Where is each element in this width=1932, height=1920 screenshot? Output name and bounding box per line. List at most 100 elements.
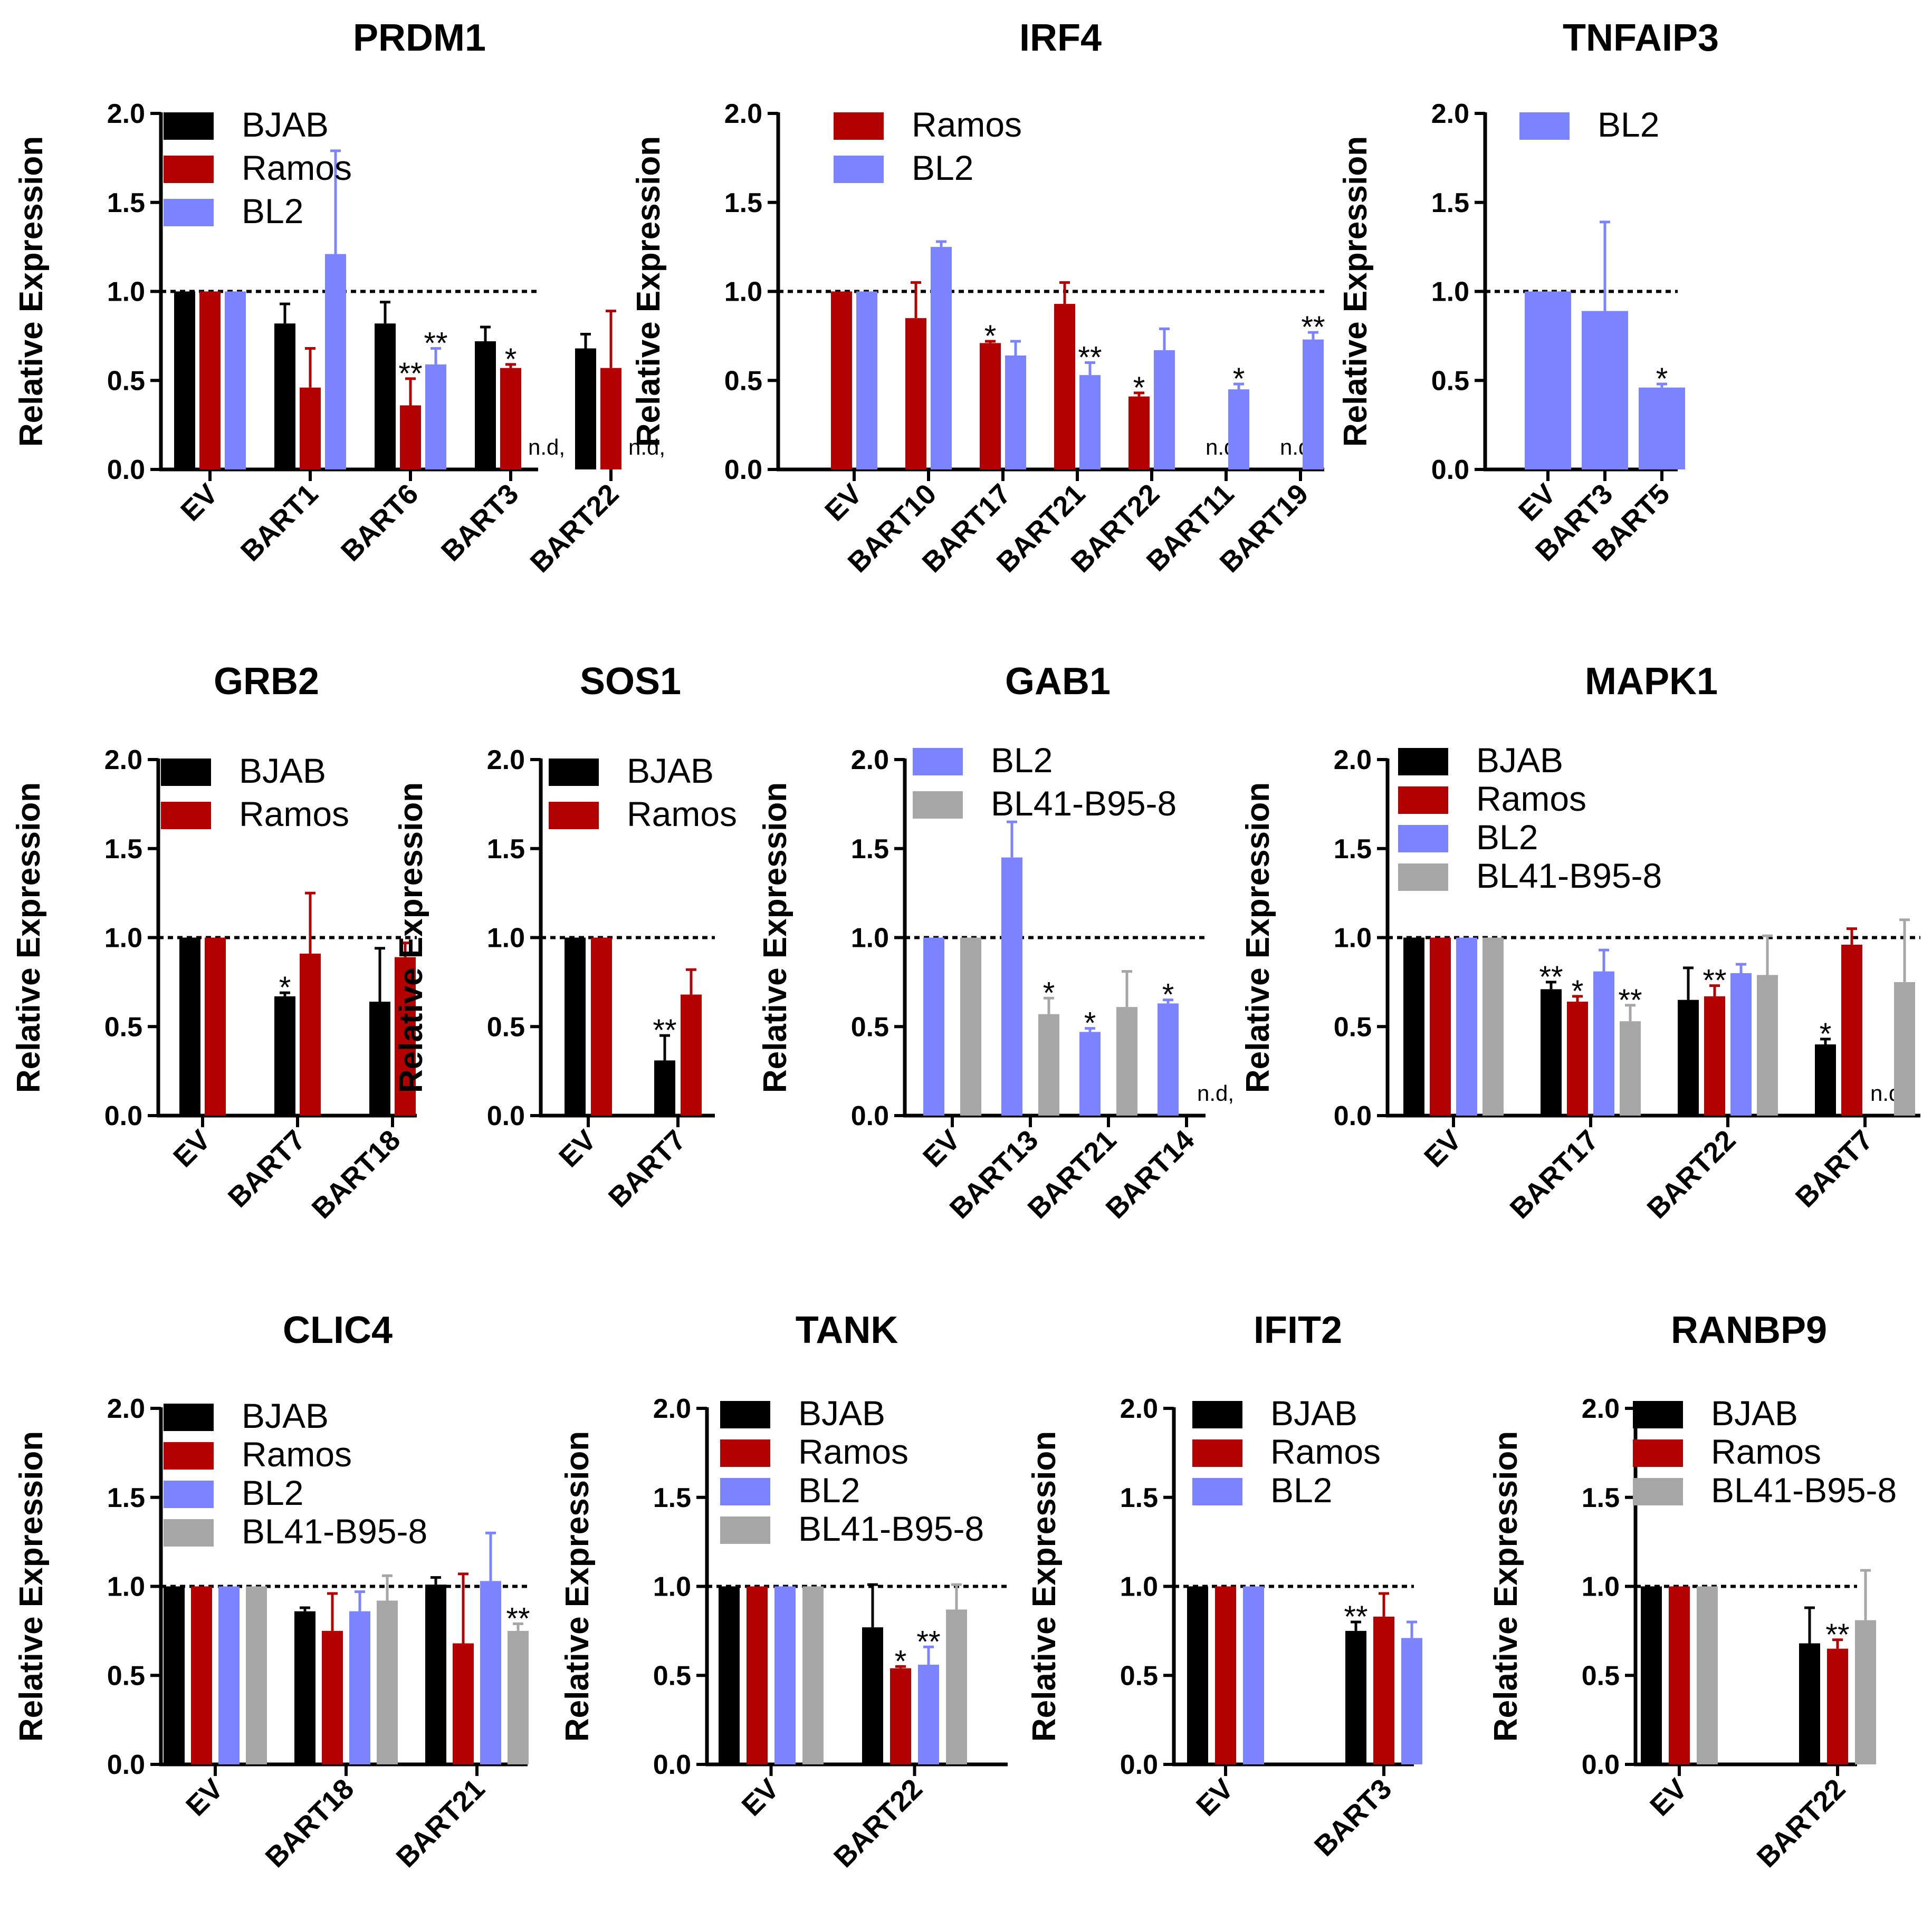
legend-swatch-bjab: [161, 759, 211, 786]
significance-label: *: [1572, 974, 1584, 1009]
panel-ifit2: IFIT2 Relative Expression 0.0 0.5 1.0 1.5 2.0 E…: [1026, 1309, 1422, 1863]
x-tick-label: EV: [1190, 1773, 1239, 1822]
bar-bl41-b95-8: [1620, 1021, 1641, 1116]
bar-bl2: [1001, 857, 1022, 1116]
bar-bjab: [179, 937, 200, 1116]
bar-bjab: [425, 1585, 446, 1764]
legend-label: BJAB: [1270, 1394, 1357, 1433]
x-tick-label: EV: [819, 478, 868, 527]
legend-swatch-ramos: [549, 802, 599, 829]
significance-label: **: [653, 1013, 676, 1048]
bar-bjab: [1799, 1643, 1820, 1764]
x-tick-label: BART22: [524, 478, 625, 579]
y-tick-label: 2.0: [1431, 99, 1469, 129]
bar-ramos: [1215, 1586, 1236, 1764]
bar-bl2: [1079, 375, 1101, 469]
bar-bjab: [475, 341, 496, 469]
bar-bl2: [774, 1586, 796, 1764]
bar-bl2: [425, 364, 446, 469]
legend-swatch-bl2: [164, 199, 214, 226]
bar-bl41-b95-8: [1697, 1586, 1718, 1764]
bar-bjab: [1815, 1044, 1836, 1116]
chart-title: TANK: [796, 1309, 898, 1351]
legend-label: BL41-B95-8: [991, 784, 1177, 823]
y-tick-label: 1.5: [851, 834, 889, 865]
bar-ramos: [591, 937, 612, 1116]
y-tick-label: 1.5: [107, 1483, 145, 1513]
y-tick-label: 0.0: [653, 1750, 691, 1780]
significance-label: *: [895, 1644, 907, 1678]
legend-label: BL2: [1270, 1471, 1332, 1510]
chart-title: MAPK1: [1585, 660, 1718, 703]
x-tick-label: EV: [180, 1773, 229, 1822]
bar-bl41-b95-8: [1855, 1620, 1876, 1764]
panel-tnfaip3: TNFAIP3 Relative Expression 0.0 0.5 1.0 1.5 2.…: [1337, 17, 1719, 568]
bar-ramos: [453, 1643, 474, 1764]
x-tick-label: BART7: [222, 1124, 312, 1214]
bar-bjab: [1403, 937, 1424, 1116]
bar-bjab: [719, 1586, 740, 1764]
bar-ramos: [681, 994, 702, 1116]
significance-label: **: [1078, 341, 1102, 375]
bar-bjab: [1345, 1630, 1366, 1764]
significance-label: *: [1656, 362, 1668, 396]
x-tick-label: EV: [917, 1124, 966, 1173]
x-tick-label: BART7: [602, 1124, 692, 1214]
bar-bl2: [856, 291, 877, 469]
chart-title: RANBP9: [1671, 1309, 1827, 1351]
y-axis-label: Relative Expression: [559, 1431, 596, 1742]
y-tick-label: 0.5: [1334, 1012, 1372, 1042]
panel-irf4: IRF4 Relative Expression 0.0 0.5 1.0 1.5 2.0 EV…: [630, 17, 1325, 579]
bar-bjab: [294, 1611, 315, 1764]
bar-ramos: [831, 291, 852, 469]
y-tick-label: 1.5: [487, 834, 525, 865]
not-detected-label: n.d,: [528, 435, 565, 459]
bar-bjab: [1187, 1586, 1208, 1764]
chart-title: IRF4: [1019, 17, 1102, 59]
bar-bjab: [654, 1060, 675, 1116]
y-tick-label: 0.0: [104, 1101, 142, 1131]
panel-tank: TANK Relative Expression 0.0 0.5 1.0 1.5 2.0 EV…: [559, 1309, 1008, 1874]
legend-swatch-bjab: [1633, 1401, 1683, 1428]
significance-label: *: [1820, 1017, 1832, 1051]
x-tick-label: BART1: [235, 478, 324, 568]
y-tick-label: 1.5: [1334, 834, 1372, 865]
legend-label: BJAB: [627, 751, 714, 790]
bar-ramos: [500, 368, 521, 469]
y-tick-label: 1.5: [724, 188, 762, 218]
y-axis-label: Relative Expression: [757, 782, 793, 1093]
y-tick-label: 0.0: [1334, 1101, 1372, 1131]
bar-bjab: [1678, 1000, 1699, 1116]
y-tick-label: 1.5: [107, 188, 145, 218]
y-axis-label: Relative Expression: [11, 782, 47, 1093]
bar-ramos: [1373, 1616, 1394, 1764]
x-tick-label: EV: [553, 1124, 602, 1173]
significance-label: **: [1539, 960, 1563, 994]
bar-bl41-b95-8: [1894, 982, 1915, 1116]
significance-label: **: [1618, 983, 1642, 1017]
chart-title: GAB1: [1005, 660, 1111, 703]
y-tick-label: 1.0: [104, 923, 142, 954]
y-tick-label: 0.5: [107, 366, 145, 396]
legend-swatch-bjab: [549, 759, 599, 786]
y-axis-label: Relative Expression: [1026, 1431, 1063, 1742]
legend-label: BJAB: [798, 1394, 885, 1433]
y-tick-label: 2.0: [487, 745, 525, 775]
legend-label: Ramos: [1711, 1432, 1821, 1471]
bar-bl41-b95-8: [1116, 1007, 1137, 1116]
legend-swatch-bl41-b95-8: [164, 1519, 214, 1547]
significance-label: **: [1825, 1618, 1849, 1652]
panel-grb2: GRB2 Relative Expression 0.0 0.5 1.0 1.5 2.0 EV…: [11, 660, 417, 1225]
legend-label: BJAB: [1476, 741, 1563, 780]
bar-ramos: [322, 1630, 343, 1764]
bar-bl2: [1154, 350, 1175, 469]
significance-label: *: [1162, 978, 1174, 1012]
legend-label: BL41-B95-8: [1476, 856, 1662, 895]
x-tick-label: BART22: [1751, 1773, 1852, 1874]
bar-bl2: [1639, 387, 1685, 469]
bar-bl41-b95-8: [1483, 937, 1504, 1116]
bar-bjab: [274, 996, 295, 1116]
y-tick-label: 0.0: [1120, 1750, 1158, 1780]
legend-swatch-bl2: [1519, 112, 1570, 140]
